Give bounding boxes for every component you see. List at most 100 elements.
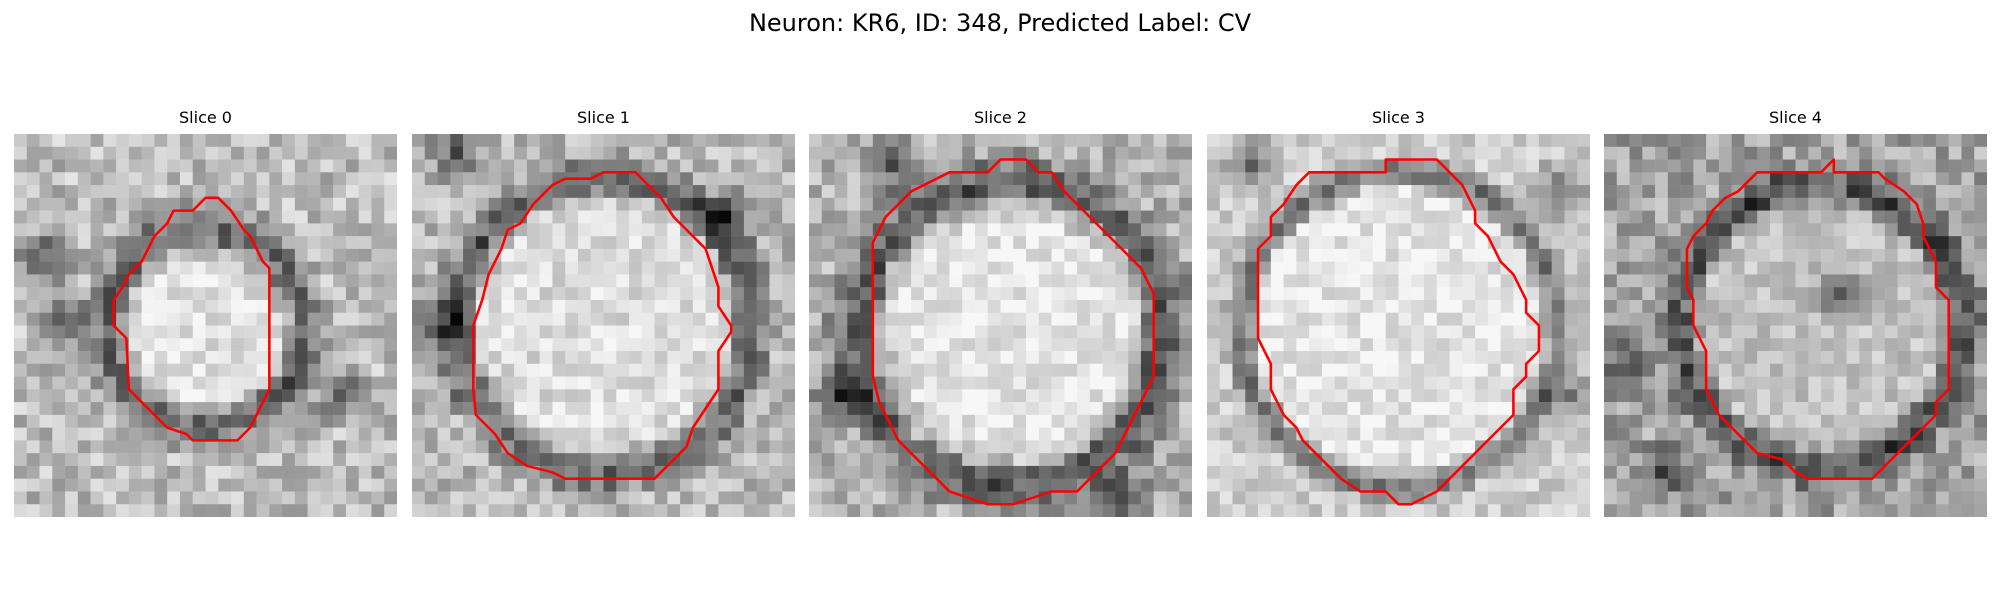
pixel [1731,465,1745,479]
pixel [667,172,681,186]
pixel [90,363,104,377]
pixel [1577,363,1590,377]
pixel [501,402,515,416]
pixel [1153,287,1167,301]
pixel [1077,299,1091,313]
pixel [1000,159,1014,173]
pixel [1846,427,1860,441]
pixel [1475,274,1489,288]
pixel [756,261,770,275]
pixel [1642,402,1656,416]
pixel [1500,146,1514,160]
pixel [1500,248,1514,262]
pixel [667,287,681,301]
pixel [654,351,668,365]
pixel [911,197,925,211]
pixel [1398,351,1412,365]
pixel [1744,491,1758,505]
pixel [26,299,40,313]
pixel [860,197,874,211]
pixel [167,351,181,365]
pixel [26,491,40,505]
pixel [358,299,372,313]
pixel [1769,351,1783,365]
pixel [1884,402,1898,416]
pixel [1334,185,1348,199]
pixel [565,248,579,262]
pixel [1808,172,1822,186]
pixel [1128,185,1142,199]
pixel [179,312,193,326]
pixel [1744,376,1758,390]
pixel [90,210,104,224]
pixel [834,325,848,339]
pixel [1706,389,1720,403]
pixel [52,159,66,173]
pixel [860,504,874,517]
pixel [167,389,181,403]
pixel [1961,159,1975,173]
pixel [1655,159,1669,173]
pixel [1731,453,1745,467]
pixel [231,478,245,492]
pixel [90,325,104,339]
pixel [475,338,489,352]
pixel [1513,236,1527,250]
pixel [103,248,117,262]
pixel [1051,376,1065,390]
pixel [1475,172,1489,186]
pixel [577,146,591,160]
pixel [756,427,770,441]
pixel [412,351,426,365]
pixel [514,185,528,199]
pixel [1179,287,1192,301]
pixel [1744,414,1758,428]
pixel [1500,363,1514,377]
pixel [1128,287,1142,301]
pixel [1769,261,1783,275]
pixel [39,402,53,416]
pixel [52,236,66,250]
pixel [475,261,489,275]
pixel [450,210,464,224]
pixel [1309,351,1323,365]
pixel [128,363,142,377]
pixel [667,134,681,148]
pixel [1795,338,1809,352]
pixel [1629,351,1643,365]
pixel [1667,248,1681,262]
pixel [1475,325,1489,339]
pixel [1051,248,1065,262]
pixel [1411,440,1425,454]
pixel [514,172,528,186]
pixel [1232,440,1246,454]
pixel [1884,478,1898,492]
pixel [539,427,553,441]
pixel [526,248,540,262]
pixel [1948,414,1962,428]
pixel [128,453,142,467]
pixel [1680,185,1694,199]
pixel [90,287,104,301]
pixel [834,414,848,428]
pixel [718,236,732,250]
pixel [731,491,745,505]
pixel [949,338,963,352]
pixel [731,363,745,377]
pixel [307,376,321,390]
pixel [371,274,385,288]
pixel [77,427,91,441]
pixel [743,312,757,326]
pixel [1500,478,1514,492]
pixel [680,287,694,301]
pixel [1140,172,1154,186]
pixel [1166,465,1180,479]
pixel [294,287,308,301]
pixel [1961,504,1975,517]
pixel [1884,159,1898,173]
pixel [1693,172,1707,186]
slice-0-contour [112,196,271,442]
pixel [501,159,515,173]
pixel [116,236,130,250]
pixel [412,491,426,505]
